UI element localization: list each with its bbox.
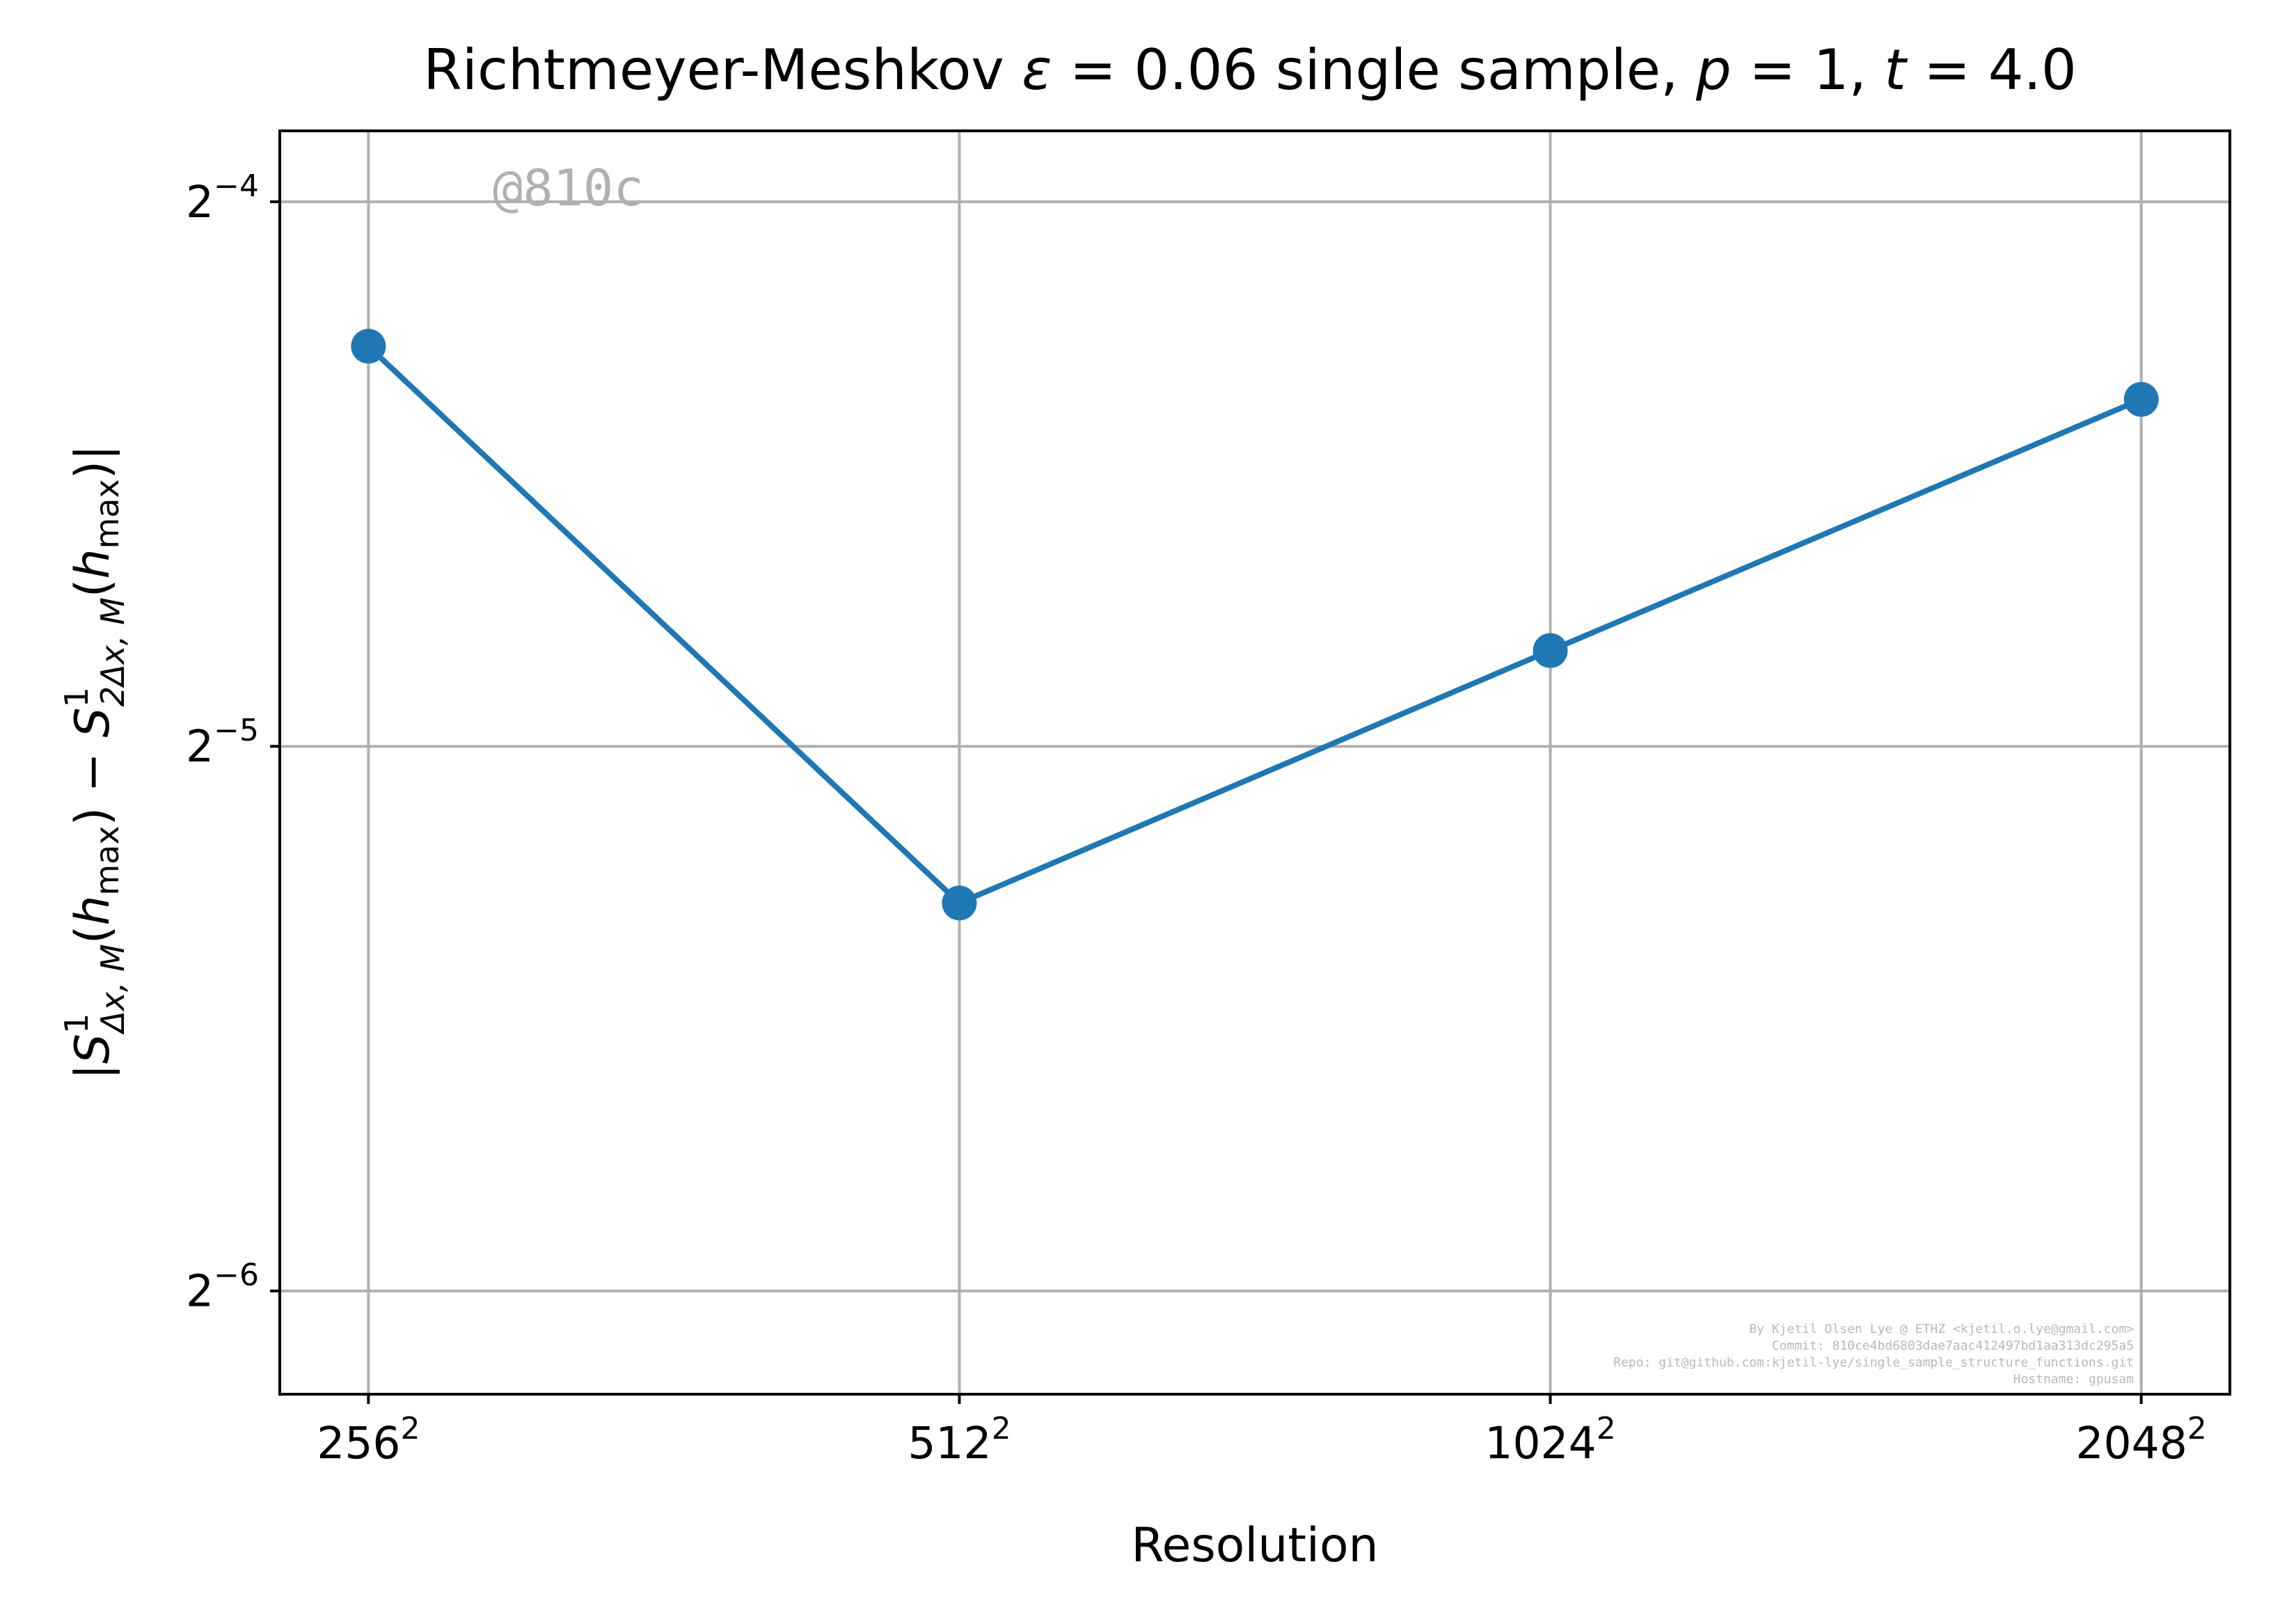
series-markers — [351, 329, 2159, 921]
credit-line: Repo: git@github.com:kjetil-lye/single_s… — [1613, 1355, 2134, 1370]
x-tick-label: 20482 — [2075, 1411, 2206, 1469]
y-tick-label: 2−4 — [186, 168, 259, 228]
watermark: @810c — [493, 159, 644, 217]
credit-line: Commit: 810ce4bd6803dae7aac412497bd1aa31… — [1772, 1339, 2134, 1353]
x-tick-label: 5122 — [908, 1411, 1011, 1469]
chart-title: Richtmeyer-Meshkov ε = 0.06 single sampl… — [423, 38, 2077, 102]
y-tick-label: 2−6 — [186, 1258, 259, 1317]
credit-line: By Kjetil Olsen Lye @ ETHZ <kjetil.o.lye… — [1749, 1322, 2134, 1336]
series-line — [366, 344, 2143, 906]
y-axis-label: |S1Δx, M(hmax) − S12Δx, M(hmax)| — [58, 445, 132, 1080]
y-gridlines — [280, 200, 2230, 1293]
y-axis-ticks: 2−4 2−5 2−6 — [186, 168, 280, 1317]
data-point — [351, 329, 386, 364]
x-axis-ticks: 2562 5122 10242 20482 — [317, 1394, 2207, 1469]
data-point — [2123, 381, 2159, 417]
x-tick-label: 10242 — [1485, 1411, 1615, 1469]
y-tick-label: 2−5 — [186, 713, 259, 772]
plot-area-frame — [278, 129, 2231, 1396]
credits-block: By Kjetil Olsen Lye @ ETHZ <kjetil.o.lye… — [1613, 1322, 2134, 1387]
data-point — [942, 885, 977, 921]
data-point — [1533, 633, 1568, 668]
x-axis-label: Resolution — [1131, 1518, 1378, 1573]
x-tick-label: 2562 — [317, 1411, 420, 1469]
credit-line: Hostname: gpusam — [2013, 1372, 2134, 1387]
